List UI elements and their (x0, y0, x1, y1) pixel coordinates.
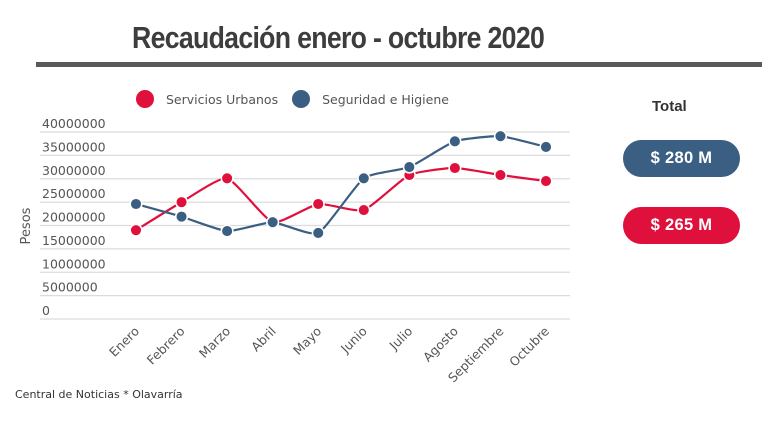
y-tick-label: 5000000 (42, 280, 98, 295)
data-point-seguridad-e-higiene[interactable] (448, 134, 462, 148)
data-point-servicios-urbanos[interactable] (129, 223, 143, 237)
x-tick-label: Octubre (506, 323, 552, 369)
y-tick-label: 35000000 (42, 139, 106, 154)
data-point-servicios-urbanos[interactable] (220, 171, 234, 185)
legend-marker-servicios-urbanos (136, 90, 154, 108)
data-point-seguridad-e-higiene[interactable] (539, 140, 553, 154)
data-point-seguridad-e-higiene[interactable] (266, 215, 280, 229)
data-point-seguridad-e-higiene[interactable] (402, 160, 416, 174)
data-point-servicios-urbanos[interactable] (311, 197, 325, 211)
y-tick-label: 40000000 (42, 116, 106, 131)
legend-marker-seguridad-e-higiene (292, 90, 311, 108)
data-point-servicios-urbanos[interactable] (357, 203, 371, 217)
data-point-seguridad-e-higiene[interactable] (220, 224, 234, 238)
y-tick-label: 25000000 (42, 186, 106, 201)
x-tick-label: Enero (106, 324, 142, 360)
x-tick-label: Abril (248, 324, 279, 355)
y-tick-label: 30000000 (42, 163, 106, 178)
chart-legend: Servicios Urbanos Seguridad e Higiene (136, 90, 463, 108)
x-tick-label: Mayo (290, 324, 324, 358)
x-axis-ticks: Enero Febrero Marzo Abril Mayo Junio Julio Agos… (106, 323, 552, 385)
data-point-seguridad-e-higiene[interactable] (493, 129, 507, 143)
y-tick-label: 15000000 (42, 233, 106, 248)
legend-item-seguridad-e-higiene[interactable]: Seguridad e Higiene (292, 90, 449, 108)
data-point-seguridad-e-higiene[interactable] (311, 226, 325, 240)
data-point-servicios-urbanos[interactable] (539, 174, 553, 188)
data-point-servicios-urbanos[interactable] (493, 168, 507, 182)
y-tick-label: 20000000 (42, 210, 106, 225)
series-line-servicios-urbanos (135, 166, 547, 232)
legend-item-servicios-urbanos[interactable]: Servicios Urbanos (136, 90, 278, 108)
y-axis-label: Pesos (19, 207, 34, 244)
data-point-seguridad-e-higiene[interactable] (357, 171, 371, 185)
total-label: Total (652, 98, 687, 115)
x-tick-label: Febrero (144, 324, 188, 368)
source-credit: Central de Noticias * Olavarría (15, 388, 183, 401)
data-point-seguridad-e-higiene[interactable] (129, 197, 143, 211)
total-servicios-urbanos-badge: $ 265 M (623, 207, 740, 244)
title-divider (36, 62, 762, 67)
x-tick-label: Agosto (420, 324, 461, 365)
x-tick-label: Julio (386, 324, 416, 354)
data-point-servicios-urbanos[interactable] (448, 161, 462, 175)
legend-label: Servicios Urbanos (166, 91, 279, 107)
data-point-servicios-urbanos[interactable] (175, 195, 189, 209)
y-tick-label: 0 (42, 303, 50, 318)
series-points (129, 129, 553, 240)
x-tick-label: Marzo (196, 324, 233, 361)
gridlines (40, 131, 570, 320)
page-title: Recaudación enero - octubre 2020 (132, 20, 545, 55)
total-seguridad-e-higiene-badge: $ 280 M (623, 140, 740, 177)
series-line-seguridad-e-higiene (135, 135, 547, 235)
data-point-seguridad-e-higiene[interactable] (175, 210, 189, 224)
legend-label: Seguridad e Higiene (322, 91, 449, 107)
y-tick-label: 10000000 (42, 256, 106, 271)
x-tick-label: Junio (337, 324, 370, 357)
series-lines (135, 135, 547, 235)
y-axis-ticks: 0 5000000 10000000 15000000 20000000 25000000… (42, 116, 106, 318)
